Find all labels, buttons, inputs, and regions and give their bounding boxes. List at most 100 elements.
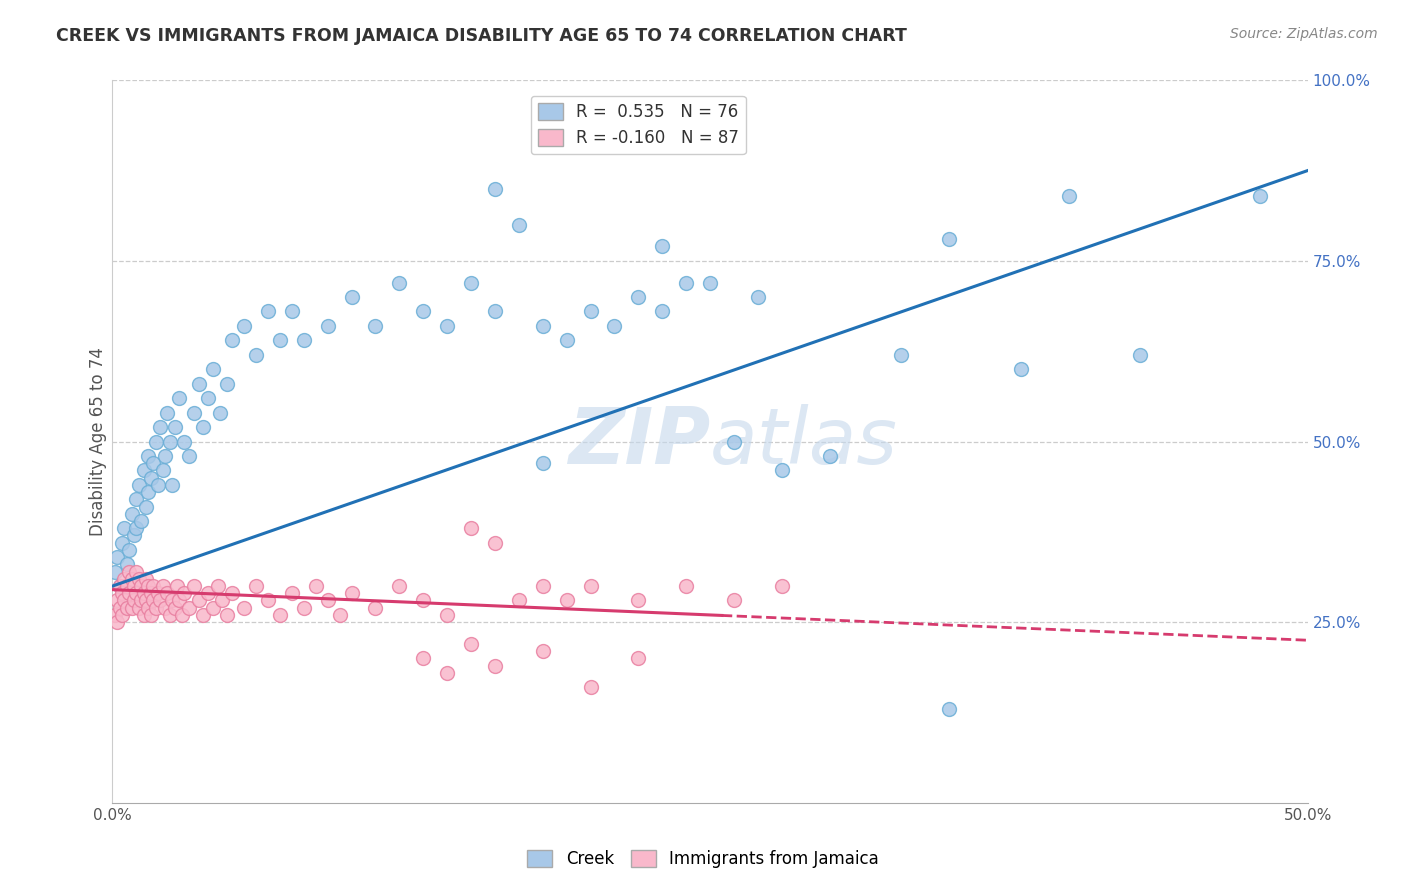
Point [149,593,172,607]
Point [105,550,128,565]
Point [217,607,239,622]
Point [747,290,769,304]
Text: Source: ZipAtlas.com: Source: ZipAtlas.com [1230,27,1378,41]
Point [105,615,128,630]
Point [531,456,554,470]
Point [233,318,256,333]
Point [132,607,155,622]
Point [316,593,339,607]
Point [129,579,152,593]
Legend: Creek, Immigrants from Jamaica: Creek, Immigrants from Jamaica [520,843,886,875]
Point [579,680,602,694]
Point [139,607,162,622]
Point [129,514,152,528]
Point [627,651,650,665]
Point [436,665,458,680]
Point [115,579,138,593]
Point [128,600,150,615]
Point [675,276,697,290]
Point [1129,348,1152,362]
Point [152,579,174,593]
Point [125,586,148,600]
Point [555,593,578,607]
Point [938,702,960,716]
Point [627,290,650,304]
Point [146,478,169,492]
Point [197,391,219,405]
Point [183,579,205,593]
Point [221,586,243,600]
Point [316,318,339,333]
Legend: R =  0.535   N = 76, R = -0.160   N = 87: R = 0.535 N = 76, R = -0.160 N = 87 [531,95,745,153]
Text: CREEK VS IMMIGRANTS FROM JAMAICA DISABILITY AGE 65 TO 74 CORRELATION CHART: CREEK VS IMMIGRANTS FROM JAMAICA DISABIL… [56,27,907,45]
Point [152,463,174,477]
Point [938,232,960,246]
Point [412,593,434,607]
Point [114,593,135,607]
Point [364,318,387,333]
Point [149,420,172,434]
Point [484,535,506,549]
Point [163,600,186,615]
Point [292,600,315,615]
Point [145,434,167,449]
Point [699,276,721,290]
Point [329,607,352,622]
Point [484,658,506,673]
Point [207,579,229,593]
Point [132,463,155,477]
Point [118,565,141,579]
Point [125,565,148,579]
Point [163,420,186,434]
Point [460,276,482,290]
Point [211,593,233,607]
Point [121,600,143,615]
Point [156,406,179,420]
Point [135,572,157,586]
Point [233,600,256,615]
Text: atlas: atlas [710,403,898,480]
Point [111,607,134,622]
Point [162,478,183,492]
Point [122,593,145,607]
Point [159,607,181,622]
Point [484,304,506,318]
Point [257,304,280,318]
Point [460,637,482,651]
Text: ZIP: ZIP [568,403,710,480]
Point [159,434,181,449]
Point [818,449,841,463]
Point [153,600,176,615]
Point [770,579,793,593]
Point [201,600,224,615]
Point [169,391,191,405]
Point [114,521,135,535]
Point [125,521,148,535]
Point [132,586,155,600]
Point [115,558,138,572]
Point [193,420,215,434]
Point [531,579,554,593]
Point [118,586,141,600]
Point [121,507,143,521]
Point [388,579,411,593]
Point [114,572,135,586]
Point [292,334,315,348]
Point [177,449,200,463]
Point [162,593,183,607]
Point [531,644,554,658]
Point [138,449,160,463]
Point [129,593,152,607]
Point [104,607,127,622]
Point [340,290,363,304]
Point [201,362,224,376]
Point [651,304,673,318]
Point [531,318,554,333]
Point [197,586,219,600]
Point [364,600,387,615]
Point [111,586,134,600]
Point [245,579,267,593]
Point [221,334,243,348]
Point [217,376,239,391]
Point [173,586,195,600]
